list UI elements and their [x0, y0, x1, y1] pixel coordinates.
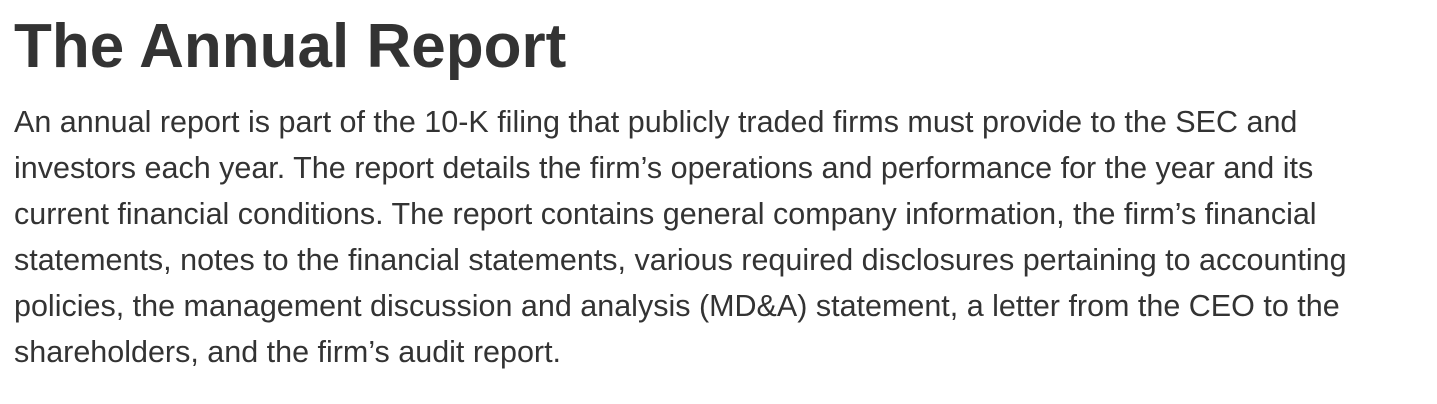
paragraph-line: shareholders, and the firm’s audit repor…: [14, 335, 562, 369]
paragraph-line: statements, notes to the financial state…: [14, 243, 1347, 277]
paragraph-line: current financial conditions. The report…: [14, 197, 1317, 231]
section-paragraph: An annual report is part of the 10-K fil…: [14, 99, 1434, 375]
paragraph-line: policies, the management discussion and …: [14, 289, 1340, 323]
paragraph-line: investors each year. The report details …: [14, 151, 1314, 185]
paragraph-line: An annual report is part of the 10-K fil…: [14, 105, 1298, 139]
section-heading: The Annual Report: [14, 12, 567, 81]
annual-report-section: The Annual Report An annual report is pa…: [14, 0, 1434, 375]
